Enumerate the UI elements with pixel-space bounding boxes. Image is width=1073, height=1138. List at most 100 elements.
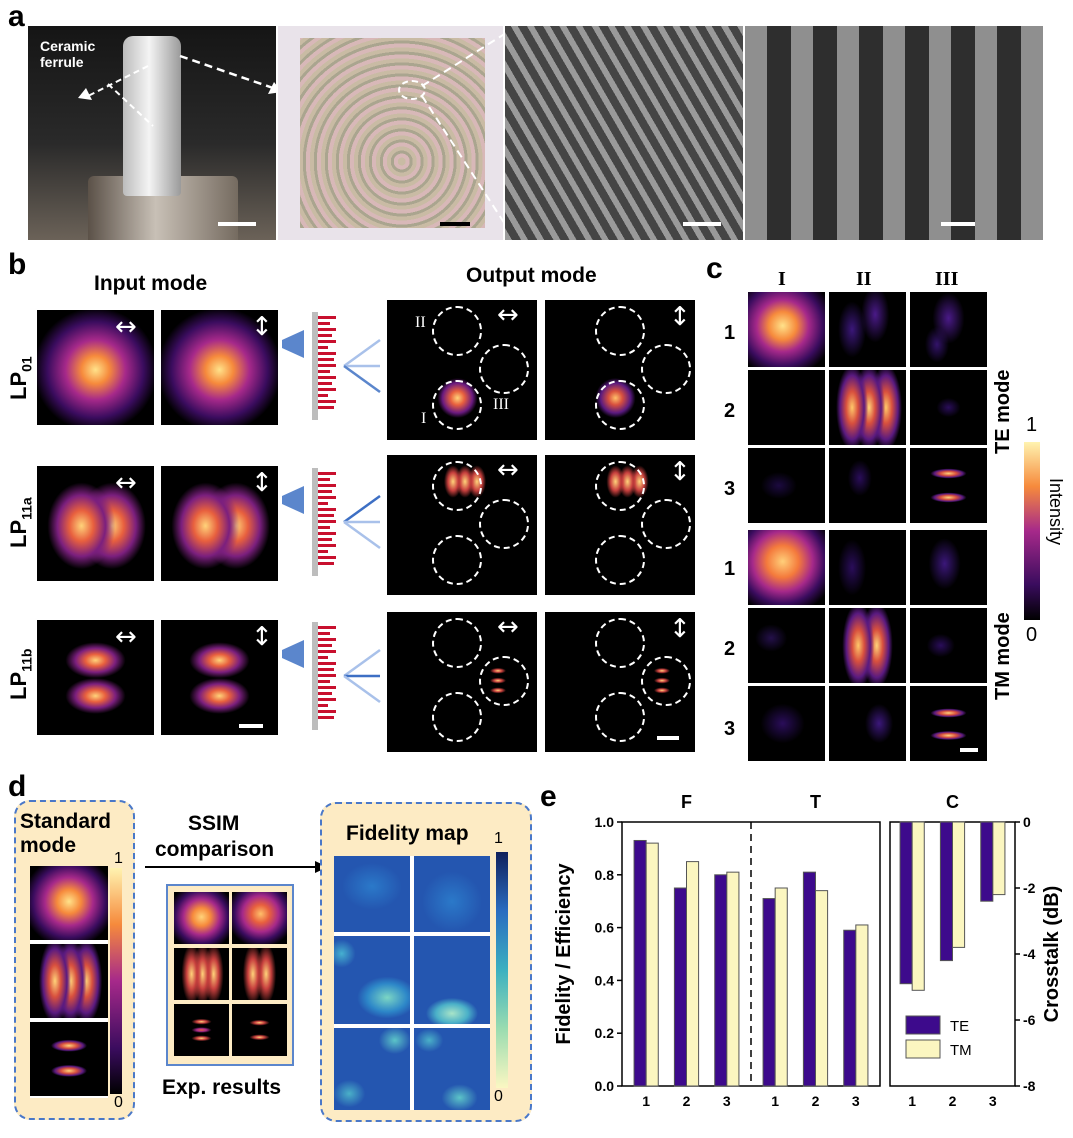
row-num-tm-1: 1 bbox=[724, 558, 736, 580]
ferrule-label-line1: Ceramic bbox=[40, 38, 96, 54]
legend-label-te: TE bbox=[950, 1018, 969, 1035]
output-lp11a-v: ↕ bbox=[545, 455, 695, 595]
bar-C-TE-3 bbox=[980, 821, 994, 902]
y-tick-label-4: 0.8 bbox=[595, 867, 615, 883]
x-tick-label-C-1: 1 bbox=[908, 1093, 916, 1109]
label-roman-2: II bbox=[415, 314, 426, 331]
sem-image-closeup bbox=[745, 26, 1043, 240]
dashed-arrow-to-metasurface bbox=[179, 54, 282, 94]
col-head-2: II bbox=[856, 268, 872, 290]
y-tick-label-right-2: -4 bbox=[1023, 946, 1036, 962]
bar-F-TE-2 bbox=[673, 887, 687, 1087]
input-lp01-h: ↔ bbox=[37, 310, 154, 425]
input-lp11a-v: ↕ bbox=[161, 466, 278, 581]
zoom-circle bbox=[398, 80, 426, 100]
intensity-colorbar bbox=[1024, 442, 1040, 620]
bar-T-TM-3 bbox=[855, 924, 869, 1087]
metasurface-row3 bbox=[282, 622, 381, 730]
y-tick-label-0: 0.0 bbox=[595, 1078, 615, 1094]
x-tick-label-C-2: 2 bbox=[949, 1093, 957, 1109]
bar-C-TM-2 bbox=[952, 821, 966, 948]
input-lp11b-h: ↔ bbox=[37, 620, 154, 735]
cbar-min: 0 bbox=[1026, 624, 1038, 646]
standard-mode-colorbar bbox=[110, 868, 122, 1094]
exp-results-label: Exp. results bbox=[162, 1076, 282, 1099]
y-tick-label-5: 1.0 bbox=[595, 814, 615, 830]
output-lp11a-h: ↔ bbox=[387, 455, 537, 595]
ceramic-ferrule bbox=[123, 36, 181, 196]
metasurface-micrograph bbox=[278, 26, 503, 240]
y-tick-label-right-0: 0 bbox=[1023, 814, 1031, 830]
fid-cbar-min: 0 bbox=[494, 1088, 503, 1105]
output-lp01-h: II I III ↔ bbox=[387, 300, 537, 440]
bar-C-TM-3 bbox=[992, 821, 1006, 896]
cbar-max: 1 bbox=[1026, 414, 1038, 436]
cbar-label: Intensity bbox=[1046, 478, 1066, 546]
panel-label-e: e bbox=[540, 780, 557, 813]
input-lp11b-v: ↕ bbox=[161, 620, 278, 735]
panel-a: Ceramic ferrule bbox=[28, 26, 1043, 240]
metasurface-schematics bbox=[282, 312, 381, 730]
output-lp01-v: ↕ bbox=[545, 300, 695, 440]
row-label-lp11a: LP11a bbox=[6, 497, 35, 548]
bar-T-TE-1 bbox=[762, 898, 776, 1087]
standard-mode-title: Standard mode bbox=[20, 810, 112, 857]
ferrule-label-line2: ferrule bbox=[40, 54, 84, 70]
row-num-te-3: 3 bbox=[724, 478, 736, 500]
input-lp11a-h: ↔ bbox=[37, 466, 154, 581]
zoom-lines bbox=[421, 27, 515, 239]
y-tick-label-right-4: -8 bbox=[1023, 1078, 1036, 1094]
ssim-arrow bbox=[145, 861, 328, 873]
output-lp11b-v: ↕ bbox=[545, 612, 695, 752]
x-tick-label-F-3: 3 bbox=[723, 1093, 731, 1109]
label-roman-3: III bbox=[493, 396, 509, 413]
metasurface-row1 bbox=[282, 312, 381, 420]
fidelity-colorbar bbox=[496, 852, 508, 1088]
legend-label-tm: TM bbox=[950, 1042, 972, 1059]
bar-F-TM-2 bbox=[686, 861, 700, 1087]
tm-mode-label: TM mode bbox=[992, 612, 1014, 700]
ssim-label: SSIM bbox=[188, 812, 240, 835]
metasurface-pattern bbox=[300, 38, 485, 228]
standard-mode-tiles bbox=[30, 866, 108, 1098]
sem-image-tilted bbox=[505, 26, 743, 240]
row-num-tm-3: 3 bbox=[724, 718, 736, 740]
col-head-1: I bbox=[778, 268, 786, 290]
bar-T-TE-3 bbox=[843, 929, 857, 1087]
x-tick-label-T-1: 1 bbox=[771, 1093, 779, 1109]
x-tick-label-T-2: 2 bbox=[812, 1093, 820, 1109]
row-num-tm-2: 2 bbox=[724, 638, 736, 660]
x-tick-label-F-2: 2 bbox=[683, 1093, 691, 1109]
ferrule-arrows bbox=[78, 65, 154, 127]
bar-F-TE-3 bbox=[714, 874, 728, 1087]
scale-bar bbox=[941, 222, 975, 226]
bar-F-TE-1 bbox=[633, 839, 647, 1087]
scale-bar bbox=[683, 222, 721, 226]
exp-results-box bbox=[166, 884, 294, 1066]
bar-T-TM-1 bbox=[774, 887, 788, 1087]
ferrule-label: Ceramic ferrule bbox=[40, 38, 95, 70]
legend-swatch-tm bbox=[905, 1039, 941, 1059]
row-label-lp01: LP01 bbox=[6, 356, 35, 400]
fidelity-map-tiles bbox=[334, 856, 490, 1110]
y-tick-label-2: 0.4 bbox=[595, 972, 615, 988]
y-axis-label-left: Fidelity / Efficiency bbox=[553, 863, 575, 1045]
bar-C-TE-1 bbox=[899, 821, 913, 985]
panel-e-charts: 0.0 0.2 0.4 0.6 0.8 1.0 Fidelity / Efficiency F… bbox=[553, 792, 1063, 1109]
bar-C-TE-2 bbox=[939, 821, 953, 962]
y-tick-label-right-3: -6 bbox=[1023, 1012, 1036, 1028]
col-head-3: III bbox=[935, 268, 959, 290]
label-roman-1: I bbox=[421, 410, 427, 427]
bar-T-TM-2 bbox=[815, 890, 829, 1087]
bar-F-TM-3 bbox=[726, 871, 740, 1087]
chart-title-T: T bbox=[810, 792, 821, 812]
scale-bar bbox=[218, 222, 256, 226]
legend-swatch-te bbox=[905, 1015, 941, 1035]
std-cbar-min: 0 bbox=[114, 1094, 123, 1111]
metasurface-row2 bbox=[282, 468, 381, 576]
std-cbar-max: 1 bbox=[114, 850, 123, 867]
bar-C-TM-1 bbox=[911, 821, 925, 991]
row-num-te-1: 1 bbox=[724, 322, 736, 344]
comparison-label: comparison bbox=[155, 838, 275, 861]
x-tick-label-C-3: 3 bbox=[989, 1093, 997, 1109]
